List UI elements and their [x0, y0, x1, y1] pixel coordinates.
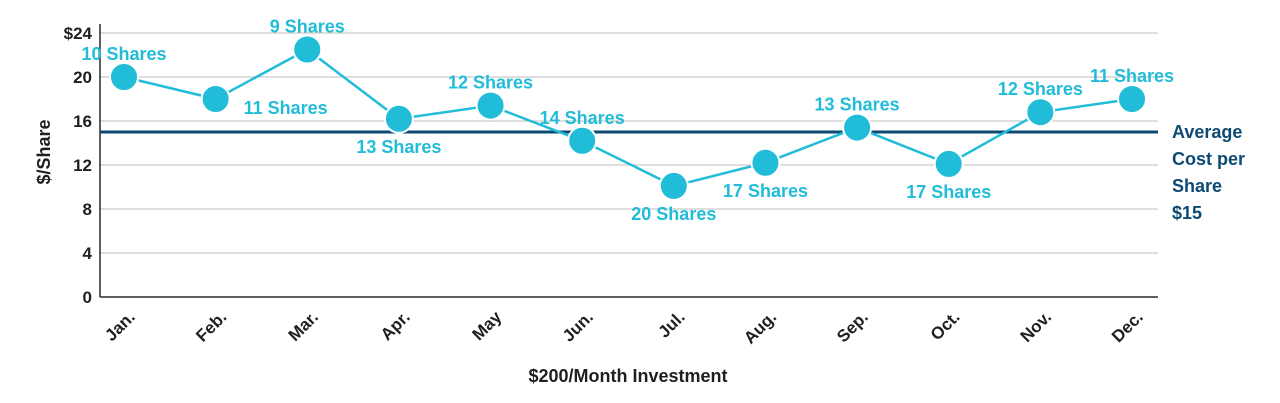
data-point — [292, 34, 323, 65]
share-count-label: 14 Shares — [540, 108, 625, 128]
x-tick-label: Mar. — [285, 307, 322, 344]
share-count-label: 12 Shares — [998, 79, 1083, 99]
y-axis-title: $/Share — [34, 119, 54, 184]
y-tick-label: 12 — [73, 156, 92, 175]
data-point — [750, 147, 781, 178]
data-point — [383, 103, 414, 134]
share-labels: 10 Shares 11 Shares 9 Shares 13 Shares 12 Sh… — [81, 17, 1174, 224]
data-point — [200, 84, 231, 114]
x-tick-label: Aug. — [740, 307, 780, 347]
y-tick-label: 20 — [73, 68, 92, 87]
x-tick-label: Nov. — [1017, 307, 1056, 346]
data-point — [567, 125, 598, 156]
x-tick-label: Feb. — [192, 307, 230, 345]
price-line — [123, 48, 1133, 188]
x-tick-label: Jun. — [559, 307, 597, 345]
data-point — [475, 90, 506, 121]
average-cost-line-group: Average Cost per Share $15 — [100, 122, 1245, 223]
y-tick-label: 16 — [73, 112, 92, 131]
average-cost-label-line: Cost per — [1172, 149, 1245, 169]
share-count-label: 11 Shares — [1090, 66, 1174, 86]
data-point — [1117, 84, 1147, 114]
share-count-label: 17 Shares — [906, 182, 991, 202]
data-point — [658, 170, 689, 201]
share-count-label: 11 Shares — [244, 98, 328, 118]
x-tick-label: Jul. — [654, 307, 688, 341]
data-point — [933, 148, 964, 179]
data-point — [842, 112, 873, 143]
axes — [99, 24, 1158, 298]
x-tick-label: Jan. — [101, 307, 138, 344]
gridlines — [100, 32, 1158, 254]
data-point — [1025, 97, 1056, 128]
y-tick-label: 4 — [83, 244, 93, 263]
average-cost-label-line: Share — [1172, 176, 1222, 196]
share-count-label: 9 Shares — [270, 17, 345, 37]
y-tick-label: 8 — [83, 200, 92, 219]
x-tick-label: Sep. — [833, 307, 872, 346]
y-tick-label: 0 — [83, 288, 92, 307]
average-cost-label: Average Cost per Share $15 — [1172, 122, 1245, 223]
average-cost-label-line: Average — [1172, 122, 1242, 142]
y-tick-label: $24 — [64, 24, 93, 43]
share-count-label: 10 Shares — [81, 44, 166, 64]
x-tick-label: Oct. — [927, 307, 964, 344]
share-count-label: 17 Shares — [723, 181, 808, 201]
x-axis-title: $200/Month Investment — [528, 366, 727, 386]
price-series — [109, 34, 1147, 201]
share-count-label: 13 Shares — [815, 95, 900, 115]
x-tick-label: May — [469, 307, 506, 344]
share-count-label: 13 Shares — [356, 137, 441, 157]
share-count-label: 20 Shares — [631, 204, 716, 224]
x-tick-label: Dec. — [1108, 307, 1147, 346]
x-tick-label: Apr. — [377, 307, 414, 344]
data-point — [109, 62, 139, 92]
average-cost-label-line: $15 — [1172, 203, 1202, 223]
share-count-label: 12 Shares — [448, 73, 533, 93]
